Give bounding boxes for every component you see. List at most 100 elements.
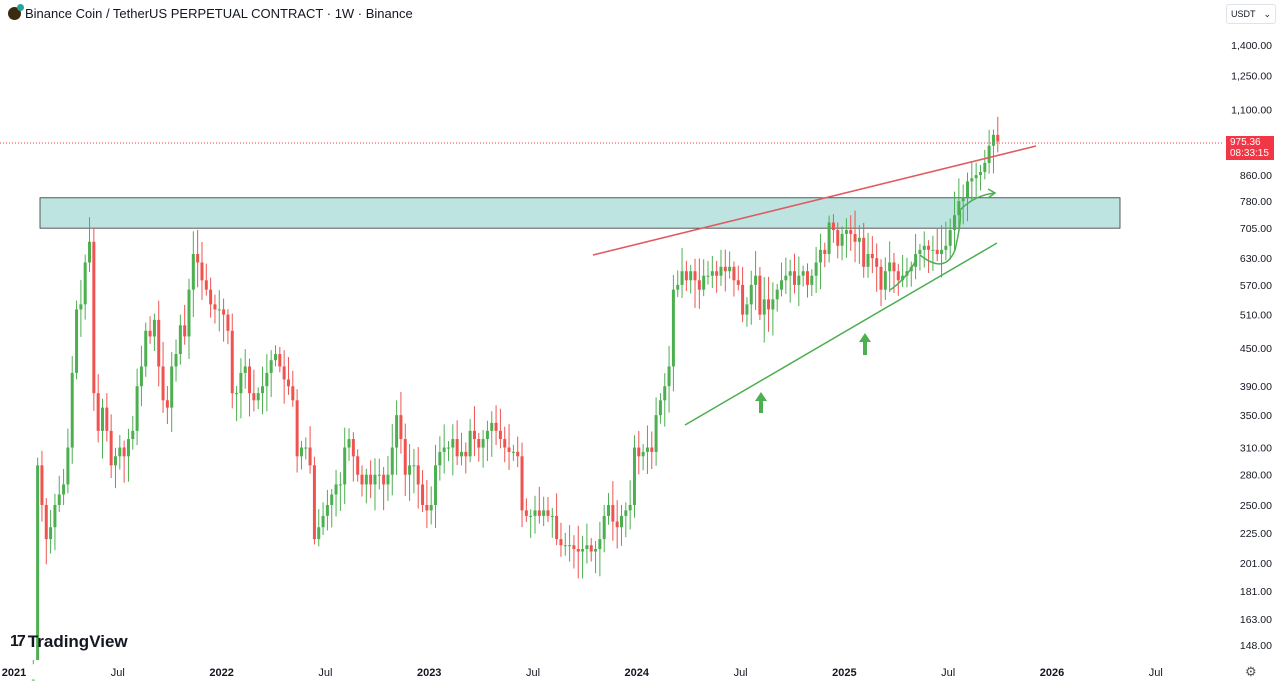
- gear-icon[interactable]: ⚙: [1245, 664, 1257, 679]
- candle: [196, 229, 200, 288]
- candle-body: [40, 465, 44, 505]
- candle-body: [607, 504, 611, 516]
- chart-title: Binance Coin / TetherUS PERPETUAL CONTRA…: [8, 4, 413, 21]
- candle: [801, 265, 805, 287]
- candle: [286, 357, 290, 395]
- candle-body: [862, 237, 866, 267]
- candle: [663, 373, 667, 427]
- candle: [165, 385, 169, 425]
- candle-body: [810, 275, 814, 285]
- candle-body: [758, 275, 762, 315]
- candle-body: [49, 527, 53, 540]
- candle-body: [239, 372, 243, 394]
- candle: [736, 265, 740, 291]
- candle: [239, 358, 243, 419]
- candle: [879, 259, 883, 307]
- candle: [974, 162, 978, 198]
- candle: [550, 507, 554, 538]
- candle: [161, 341, 165, 413]
- candle-body: [144, 330, 148, 367]
- candle: [416, 447, 420, 509]
- candle-body: [966, 181, 969, 198]
- candle: [421, 470, 425, 513]
- candle-body: [252, 393, 256, 401]
- supply-zone[interactable]: [39, 197, 1121, 229]
- candle: [178, 314, 182, 365]
- candle: [594, 540, 598, 574]
- resistance-trendline[interactable]: [592, 145, 1037, 256]
- x-tick-label: Jul: [1149, 667, 1163, 679]
- candle-body: [918, 249, 922, 254]
- candle-body: [416, 465, 420, 485]
- candle: [620, 504, 623, 546]
- candle: [784, 257, 788, 294]
- candle-body: [269, 360, 273, 373]
- candle: [555, 493, 559, 546]
- y-tick-label: 181.00: [1240, 586, 1272, 598]
- candle-body: [62, 484, 66, 495]
- y-tick-label: 570.00: [1240, 280, 1272, 292]
- candle-body: [464, 451, 468, 457]
- candle-body: [728, 266, 732, 272]
- candle-body: [827, 222, 831, 254]
- candle: [870, 236, 874, 274]
- candle-body: [844, 230, 848, 234]
- candle-body: [853, 233, 857, 242]
- candle-body: [451, 439, 455, 448]
- candle-body: [36, 465, 40, 660]
- candle: [191, 231, 195, 318]
- candle-body: [563, 545, 567, 547]
- currency-select[interactable]: USDT ⌄: [1226, 4, 1276, 24]
- support-trendline[interactable]: [684, 242, 998, 426]
- candle-body: [200, 262, 204, 281]
- candle-body: [797, 275, 801, 285]
- candle: [576, 525, 580, 579]
- candle-body: [170, 366, 174, 408]
- candle-body: [213, 304, 217, 310]
- candle-body: [957, 201, 961, 216]
- x-tick-label: 2022: [209, 667, 233, 679]
- candle-body: [914, 253, 918, 267]
- candle: [849, 215, 853, 251]
- candle: [399, 391, 403, 454]
- candle: [347, 428, 351, 461]
- y-tick-label: 163.00: [1240, 614, 1272, 626]
- candle-body: [66, 447, 70, 485]
- candle: [66, 428, 70, 494]
- candle-body: [620, 515, 623, 528]
- candle-body: [559, 539, 563, 546]
- candle: [602, 504, 606, 553]
- candle-body: [983, 162, 987, 173]
- candle: [122, 440, 126, 483]
- candle-body: [70, 372, 74, 448]
- candle: [719, 249, 723, 286]
- candle-body: [472, 430, 476, 440]
- candle-body: [896, 271, 900, 281]
- candle-body: [568, 545, 572, 547]
- candle: [57, 475, 61, 513]
- candle: [559, 522, 563, 557]
- candle-body: [442, 447, 446, 452]
- candle: [823, 242, 827, 268]
- candle-body: [503, 439, 507, 448]
- candle: [442, 424, 446, 474]
- candle: [771, 282, 775, 336]
- candle-body: [676, 284, 680, 290]
- candle-body: [680, 271, 684, 285]
- candle-body: [312, 465, 316, 540]
- candle-body: [650, 447, 654, 452]
- candle: [360, 465, 364, 497]
- candle-body: [784, 275, 788, 281]
- candle-body: [814, 262, 818, 276]
- candle-body: [793, 271, 796, 285]
- candle: [732, 261, 736, 297]
- candle: [343, 427, 347, 505]
- candle-body: [494, 422, 498, 431]
- candle-body: [498, 430, 502, 440]
- candle: [793, 253, 796, 294]
- candle-body: [831, 222, 835, 231]
- candle: [641, 444, 645, 471]
- candle-body: [291, 386, 295, 401]
- candle-body: [243, 366, 247, 373]
